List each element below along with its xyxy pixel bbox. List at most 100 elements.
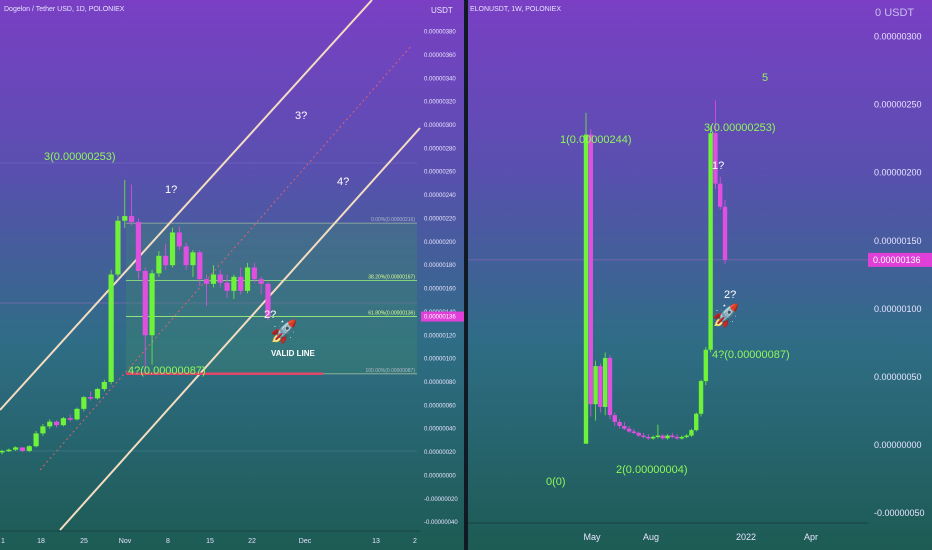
y-tick-label: 0.00000020 <box>424 450 456 456</box>
y-tick-label: -0.00000050 <box>874 508 925 518</box>
candle-body <box>598 366 603 407</box>
y-tick-label: 0.00000360 <box>424 53 456 59</box>
fib-label-fib382: 38.20%(0.00000167) <box>368 274 415 280</box>
candle-body <box>698 381 704 414</box>
x-tick-label: Apr <box>804 532 818 542</box>
price-tag-label: 0.00000136 <box>873 255 921 265</box>
x-tick-label: 1 <box>1 538 5 545</box>
y-tick-label: 0.00000240 <box>424 193 456 199</box>
candle-body <box>149 273 155 336</box>
candle-body <box>674 436 680 439</box>
wave-label-2q: 2? <box>264 309 276 321</box>
y-tick-label: 0.00000280 <box>424 146 456 152</box>
y-tick-label: 0.00000220 <box>424 216 456 222</box>
channel-lower-line <box>59 127 421 531</box>
y-tick-label: 0.00000160 <box>424 287 456 293</box>
x-tick-label: 18 <box>37 538 45 545</box>
candle-body <box>646 436 651 439</box>
y-tick-label: 0.00000380 <box>424 30 456 36</box>
candle-body <box>607 357 613 416</box>
x-tick-label: Dec <box>299 538 312 545</box>
candle-body <box>593 366 598 405</box>
candle-body <box>40 426 46 434</box>
rocket-icon: 🚀 <box>712 303 739 328</box>
right-currency-unit: USDT <box>884 7 915 19</box>
candle-body <box>53 421 60 426</box>
candle-body <box>67 418 73 420</box>
x-tick-label: 13 <box>372 538 380 545</box>
price-tag-label: 0.00000136 <box>424 315 456 321</box>
candle-body <box>169 232 176 266</box>
candle-body <box>251 267 257 280</box>
candle-body <box>163 255 169 266</box>
candle-body <box>135 221 142 271</box>
candle-body <box>258 279 264 284</box>
left-chart-header: Dogelon / Tether USD, 1D, POLONIEX <box>4 6 125 13</box>
fib-label-fib0: 0.00%(0.00000216) <box>371 217 415 223</box>
candle-body <box>210 274 217 284</box>
candle-body <box>588 134 593 405</box>
candle-body <box>94 388 101 399</box>
candle-body <box>238 276 244 291</box>
valid-line-label: VALID LINE <box>271 349 316 358</box>
channel-mid-line <box>39 44 413 471</box>
candle-body <box>612 415 617 422</box>
y-tick-label: 0.00000300 <box>874 32 922 42</box>
candle-body <box>679 436 685 439</box>
y-tick-label: 0.00000200 <box>874 168 922 178</box>
wave-label-1: 1(0.00000244) <box>560 134 632 146</box>
y-tick-label: 0.00000320 <box>424 100 456 106</box>
panel-divider[interactable] <box>464 0 468 550</box>
candle-body <box>583 134 589 444</box>
channel-upper-line <box>0 0 373 411</box>
y-tick-label: 0.00000060 <box>424 403 456 409</box>
y-tick-label: 0.00000300 <box>424 123 456 129</box>
candle-body <box>631 431 637 433</box>
candle-body <box>115 220 121 275</box>
candle-body <box>0 450 5 453</box>
candle-body <box>244 267 251 291</box>
candle-body <box>33 433 39 447</box>
candle-body <box>197 252 203 280</box>
candle-body <box>670 435 675 438</box>
right-chart-header: ELONUSDT, 1W, POLONIEX <box>470 6 562 13</box>
y-tick-label: 0.00000100 <box>424 357 456 363</box>
candle-body <box>6 449 12 452</box>
candle-body <box>617 421 622 427</box>
y-tick-label: 0.00000340 <box>424 76 456 82</box>
wave-label-0: 0(0) <box>546 476 566 488</box>
wave-label-4b: 4?(0.00000087) <box>712 349 790 361</box>
candle-body <box>684 435 689 438</box>
x-tick-label: 15 <box>206 538 214 545</box>
candle-body <box>26 446 32 451</box>
candle-body <box>217 274 223 283</box>
candle-body <box>231 276 237 291</box>
candle-body <box>47 421 53 427</box>
candle-body <box>636 432 641 436</box>
candle-body <box>660 435 665 439</box>
left-chart-svg[interactable]: 0.00%(0.00000216) 38.20%(0.00000167) 61.80… <box>0 0 464 550</box>
wave-label-1q: 1? <box>165 184 177 196</box>
candle-body <box>13 447 19 450</box>
right-chart-svg[interactable]: 🚀 5 1(0.00000244) 3(0.00000253) 1? 2? 4?(0.000… <box>468 0 932 550</box>
candle-body <box>650 436 656 439</box>
x-tick-label: 22 <box>248 538 256 545</box>
wave-label-3: 3(0.00000253) <box>44 151 116 163</box>
wave-label-4q: 4? <box>337 176 349 188</box>
candle-body <box>665 435 670 439</box>
candle-body <box>708 133 713 350</box>
x-tick-label: May <box>583 532 601 542</box>
wave-label-3q: 3? <box>295 110 307 122</box>
candle-body <box>183 246 189 266</box>
candle-body <box>265 283 271 317</box>
candle-body <box>204 279 210 284</box>
left-chart-panel[interactable]: 0.00%(0.00000216) 38.20%(0.00000167) 61.80… <box>0 0 464 550</box>
candle-body <box>689 430 694 436</box>
y-tick-label: 0.00000200 <box>424 240 456 246</box>
y-tick-label: 0.00000250 <box>874 100 922 110</box>
x-tick-label: Aug <box>643 532 659 542</box>
wave-label-2q: 2? <box>724 289 736 301</box>
right-chart-panel[interactable]: 🚀 5 1(0.00000244) 3(0.00000253) 1? 2? 4?(0.000… <box>468 0 932 550</box>
x-tick-label: 2022 <box>736 532 756 542</box>
candle-body <box>722 206 728 260</box>
